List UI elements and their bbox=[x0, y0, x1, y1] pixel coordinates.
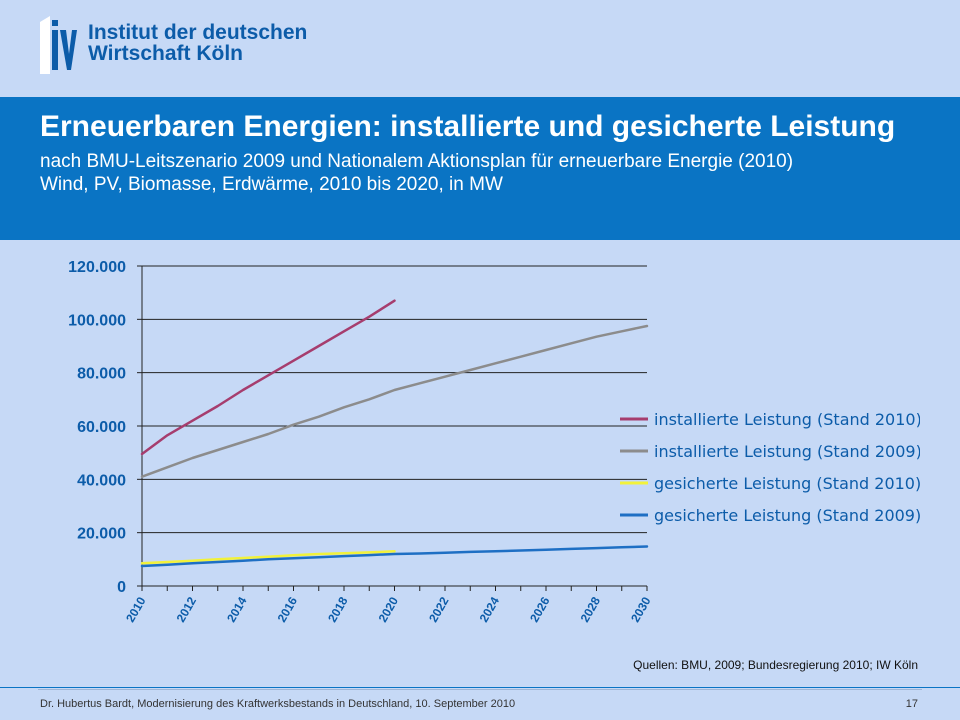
series-line bbox=[140, 545, 649, 568]
x-tick-label: 2024 bbox=[477, 594, 503, 624]
footer: Dr. Hubertus Bardt, Modernisierung des K… bbox=[0, 688, 960, 720]
x-tick-label: 2030 bbox=[628, 594, 654, 624]
series-line bbox=[140, 299, 396, 456]
footer-divider bbox=[38, 689, 922, 690]
x-tick-label: 2028 bbox=[578, 594, 604, 624]
x-tick-label: 2018 bbox=[325, 594, 351, 624]
title-band bbox=[0, 97, 960, 240]
y-tick-label: 60.000 bbox=[77, 419, 126, 436]
x-tick-label: 2026 bbox=[527, 594, 553, 624]
legend-label: gesicherte Leistung (Stand 2009) bbox=[654, 506, 920, 525]
institute-name-line1: Institut der deutschen bbox=[88, 21, 308, 44]
x-tick-label: 2022 bbox=[426, 594, 452, 624]
page-number: 17 bbox=[905, 698, 918, 710]
y-tick-label: 20.000 bbox=[77, 526, 126, 543]
footer-text: Dr. Hubertus Bardt, Modernisierung des K… bbox=[40, 698, 516, 710]
y-tick-label: 100.000 bbox=[68, 312, 126, 329]
x-tick-label: 2012 bbox=[174, 594, 200, 624]
y-tick-label: 120.000 bbox=[68, 259, 126, 276]
legend-label: installierte Leistung (Stand 2009) bbox=[654, 442, 920, 461]
institute-name: Institut der deutschen Wirtschaft Köln bbox=[88, 22, 307, 64]
series-line bbox=[140, 324, 649, 478]
legend-label: installierte Leistung (Stand 2010) bbox=[654, 410, 920, 429]
x-tick-label: 2014 bbox=[224, 594, 250, 624]
x-tick-label: 2016 bbox=[275, 594, 301, 624]
series-line bbox=[140, 550, 396, 565]
iw-logo-icon bbox=[40, 16, 77, 74]
source-note: Quellen: BMU, 2009; Bundesregierung 2010… bbox=[633, 658, 918, 672]
y-tick-label: 0 bbox=[117, 579, 126, 596]
line-chart: 0 20.000 40.000 60.000 80.000 100.000 120.000 2… bbox=[68, 259, 920, 625]
header-banner: Institut der deutschen Wirtschaft Köln bbox=[0, 0, 960, 97]
slide-subtitle-2: Wind, PV, Biomasse, Erdwärme, 2010 bis 2… bbox=[40, 174, 503, 195]
x-tick-label: 2010 bbox=[123, 594, 149, 624]
slide-subtitle-1: nach BMU-Leitszenario 2009 und Nationale… bbox=[40, 151, 794, 172]
legend-label: gesicherte Leistung (Stand 2010) bbox=[654, 474, 920, 493]
institute-name-line2: Wirtschaft Köln bbox=[88, 42, 243, 65]
x-tick-label: 2020 bbox=[376, 594, 402, 624]
slide-title: Erneuerbaren Energien: installierte und … bbox=[40, 110, 896, 143]
y-tick-label: 80.000 bbox=[77, 366, 126, 383]
chart-panel: 0 20.000 40.000 60.000 80.000 100.000 120.000 2… bbox=[40, 240, 920, 646]
y-tick-label: 40.000 bbox=[77, 472, 126, 489]
